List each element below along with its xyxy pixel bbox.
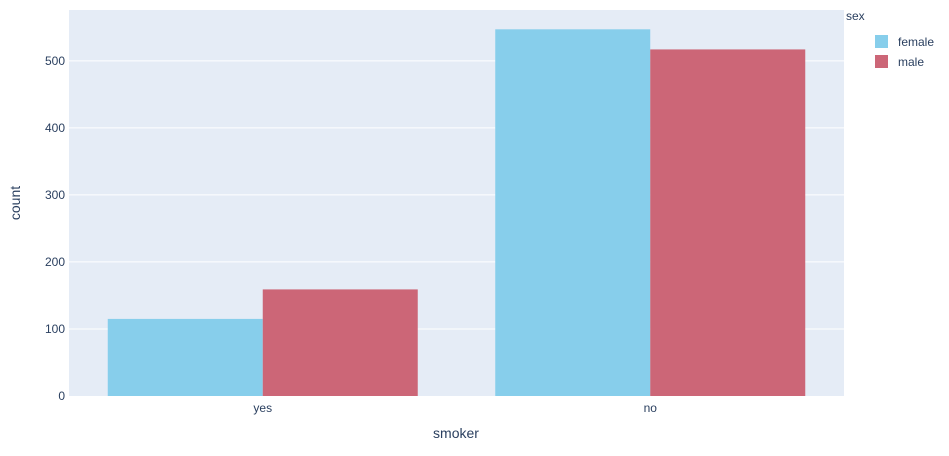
bars: [107, 29, 806, 397]
x-tick-label: no: [644, 401, 658, 415]
legend-item-female[interactable]: female: [875, 35, 934, 49]
y-tick-label: 0: [58, 389, 65, 403]
bar-male-yes[interactable]: [262, 289, 418, 396]
y-tick-label: 300: [45, 188, 65, 202]
x-axis-ticks: yes no: [253, 401, 657, 415]
y-tick-label: 100: [45, 322, 65, 336]
bar-female-yes[interactable]: [107, 318, 263, 396]
legend-swatch-male: [875, 55, 888, 68]
y-tick-label: 500: [45, 54, 65, 68]
y-axis-ticks: 0 100 200 300 400 500: [45, 54, 65, 403]
y-tick-label: 400: [45, 121, 65, 135]
y-tick-label: 200: [45, 255, 65, 269]
legend-label-male: male: [898, 55, 924, 69]
legend: sex female male: [846, 9, 934, 69]
legend-label-female: female: [898, 35, 934, 49]
x-axis-title: smoker: [433, 425, 479, 441]
bar-female-no[interactable]: [495, 29, 651, 397]
legend-swatch-female: [875, 35, 888, 48]
x-tick-label: yes: [253, 401, 272, 415]
legend-title: sex: [846, 9, 865, 23]
y-axis-title: count: [7, 186, 23, 220]
legend-item-male[interactable]: male: [875, 55, 924, 69]
bar-male-no[interactable]: [650, 49, 806, 397]
